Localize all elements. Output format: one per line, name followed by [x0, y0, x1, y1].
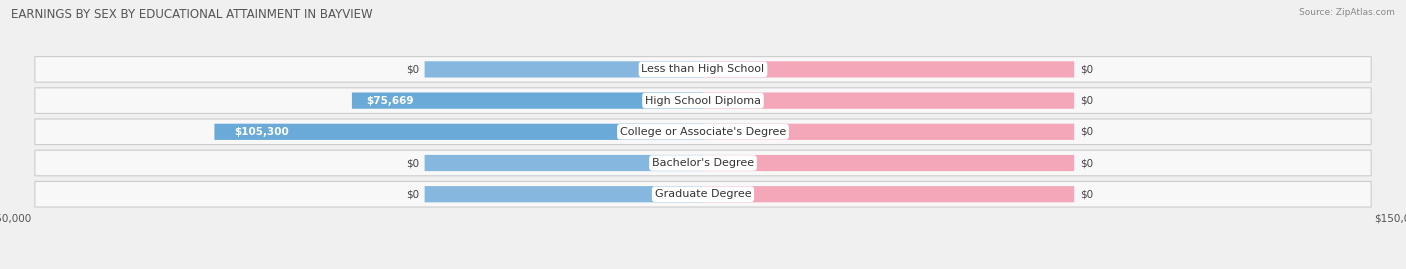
FancyBboxPatch shape — [352, 93, 703, 109]
Text: Bachelor's Degree: Bachelor's Degree — [652, 158, 754, 168]
FancyBboxPatch shape — [35, 181, 1371, 207]
Text: $0: $0 — [1080, 189, 1092, 199]
Legend: Male, Female: Male, Female — [641, 266, 765, 269]
FancyBboxPatch shape — [35, 88, 1371, 114]
Text: $0: $0 — [406, 64, 419, 75]
Text: Less than High School: Less than High School — [641, 64, 765, 75]
Text: $0: $0 — [1080, 95, 1092, 106]
FancyBboxPatch shape — [35, 119, 1371, 145]
Text: $0: $0 — [1080, 64, 1092, 75]
FancyBboxPatch shape — [703, 124, 1074, 140]
Text: Graduate Degree: Graduate Degree — [655, 189, 751, 199]
FancyBboxPatch shape — [425, 61, 703, 77]
FancyBboxPatch shape — [425, 155, 703, 171]
Text: High School Diploma: High School Diploma — [645, 95, 761, 106]
FancyBboxPatch shape — [703, 93, 1074, 109]
Text: $75,669: $75,669 — [366, 95, 413, 106]
Text: $0: $0 — [406, 158, 419, 168]
Text: College or Associate's Degree: College or Associate's Degree — [620, 127, 786, 137]
Text: $105,300: $105,300 — [233, 127, 288, 137]
FancyBboxPatch shape — [703, 61, 1074, 77]
FancyBboxPatch shape — [425, 186, 703, 202]
Text: EARNINGS BY SEX BY EDUCATIONAL ATTAINMENT IN BAYVIEW: EARNINGS BY SEX BY EDUCATIONAL ATTAINMEN… — [11, 8, 373, 21]
FancyBboxPatch shape — [703, 186, 1074, 202]
Text: Source: ZipAtlas.com: Source: ZipAtlas.com — [1299, 8, 1395, 17]
FancyBboxPatch shape — [703, 155, 1074, 171]
Text: $0: $0 — [1080, 127, 1092, 137]
Text: $0: $0 — [1080, 158, 1092, 168]
Text: $0: $0 — [406, 189, 419, 199]
FancyBboxPatch shape — [35, 56, 1371, 82]
FancyBboxPatch shape — [215, 124, 703, 140]
FancyBboxPatch shape — [35, 150, 1371, 176]
